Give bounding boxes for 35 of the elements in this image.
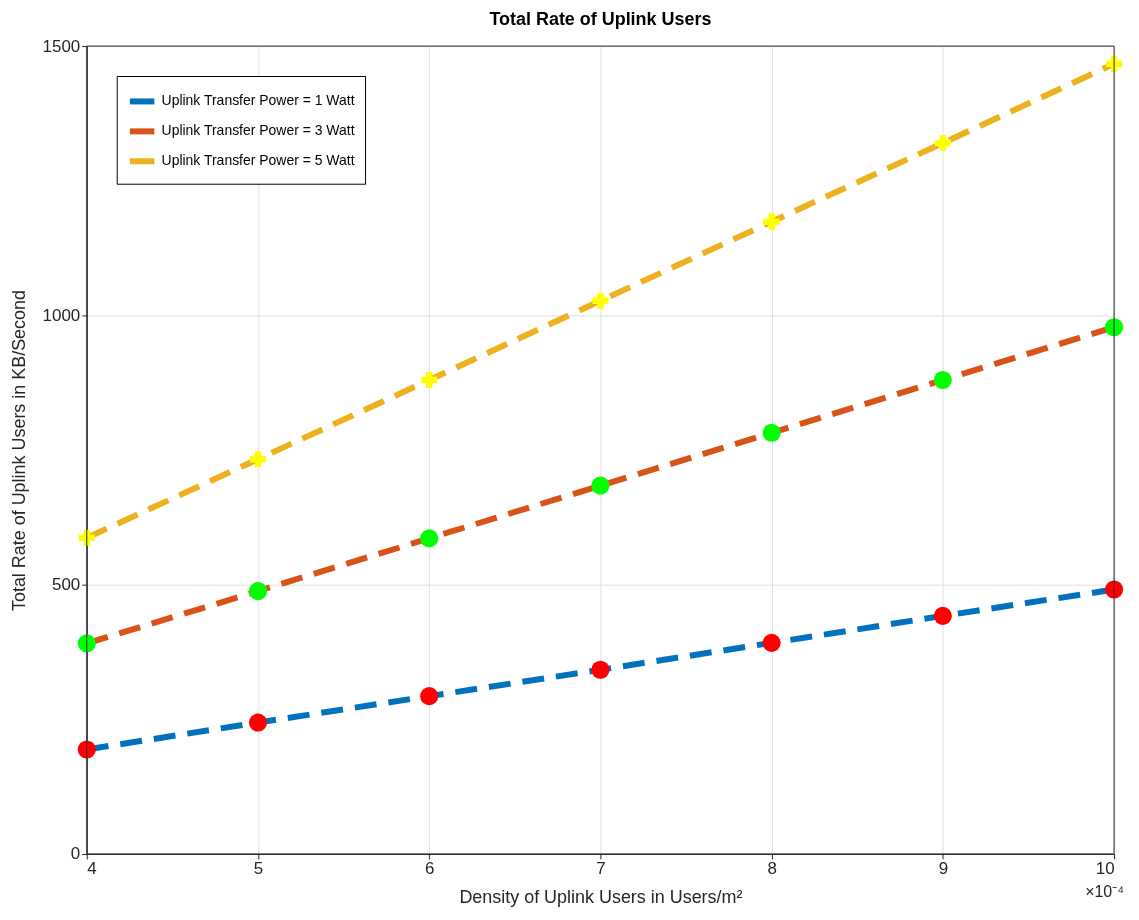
point <box>420 687 439 706</box>
point <box>249 451 267 468</box>
point <box>763 213 780 230</box>
x-tick-label: 10 <box>1095 859 1115 879</box>
point <box>933 370 952 390</box>
x-tick-label: 7 <box>596 859 606 879</box>
x-tick-label: 8 <box>767 859 777 879</box>
x-tick-label: 6 <box>424 859 435 879</box>
x-tick-label: 9 <box>938 859 949 879</box>
point <box>421 371 438 389</box>
y-tick-label: 1000 <box>42 305 81 325</box>
y-tick-label: 0 <box>70 844 81 864</box>
x-axis-title: Density of Uplink Users in Users/m² <box>459 887 743 908</box>
point <box>762 423 781 442</box>
point <box>934 134 951 152</box>
point <box>248 713 268 732</box>
point <box>420 529 439 548</box>
point <box>591 476 610 495</box>
point <box>762 633 781 652</box>
point <box>77 740 96 759</box>
point <box>933 606 952 625</box>
y-axis-title: Total Rate of Uplink Users in KB/Second <box>8 290 29 612</box>
point <box>591 660 610 679</box>
point <box>248 582 268 601</box>
point <box>592 292 609 309</box>
legend-label: Uplink Transfer Power = 3 Watt <box>161 122 355 139</box>
x-tick-label: 5 <box>253 859 264 879</box>
chart-title: Total Rate of Uplink Users <box>489 9 712 30</box>
y-tick-label: 1500 <box>42 36 81 56</box>
legend-label: Uplink Transfer Power = 1 Watt <box>161 92 355 109</box>
point <box>77 634 96 653</box>
legend-label: Uplink Transfer Power = 5 Watt <box>161 152 355 169</box>
y-tick-label: 500 <box>52 575 81 595</box>
text: ×10⁻⁴ <box>1085 882 1125 900</box>
x-tick-label: 4 <box>87 859 97 879</box>
